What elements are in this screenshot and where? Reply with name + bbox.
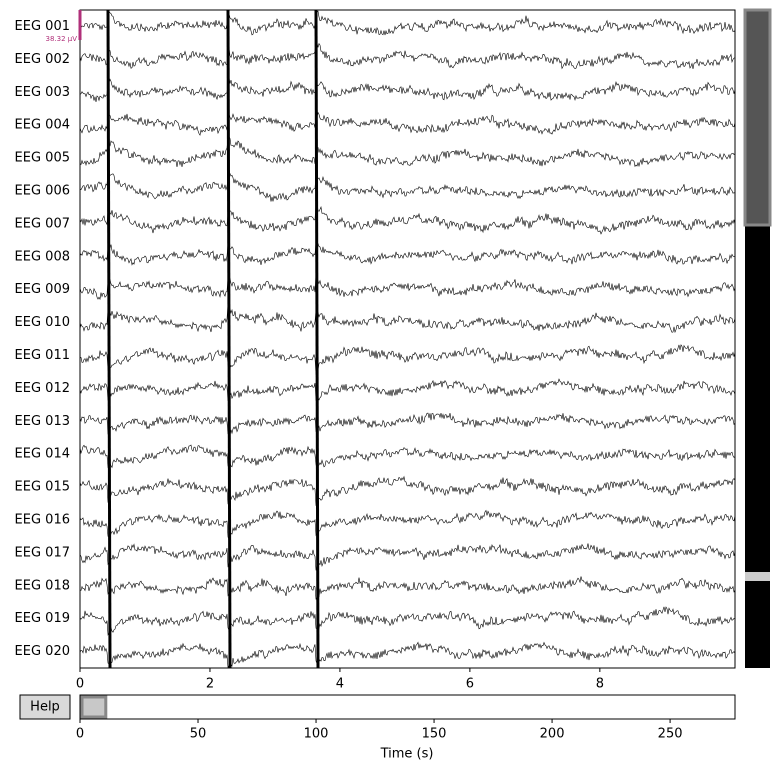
channel-label: EEG 004 [15,118,70,133]
channel-label: EEG 020 [15,644,70,659]
overview-tick-label: 200 [540,727,565,742]
channel-label: EEG 011 [15,348,70,363]
overview-tick-label: 0 [76,727,84,742]
x-tick-label: 4 [336,677,344,692]
eeg-trace [80,170,735,202]
artifact [106,10,112,668]
eeg-trace [80,444,735,471]
x-axis-label: Time (s) [380,747,434,762]
channel-label: EEG 019 [15,611,70,626]
eeg-trace [80,110,735,136]
scrollbar-marker [745,572,770,581]
artifact [314,10,320,668]
channel-label: EEG 007 [15,216,70,231]
eeg-trace [80,378,735,402]
channel-label: EEG 002 [15,52,70,67]
help-button-label[interactable]: Help [30,700,60,715]
overview-tick-label: 150 [422,727,447,742]
channel-label: EEG 014 [15,447,70,462]
traces [80,10,735,668]
eeg-trace [80,241,735,266]
help-button[interactable] [19,694,71,720]
channel-label: EEG 003 [15,85,70,100]
channel-label: EEG 008 [15,249,70,264]
channel-label: EEG 009 [15,282,70,297]
eeg-trace [80,509,735,540]
overview-tick-label: 50 [190,727,207,742]
channel-label: EEG 012 [15,381,70,396]
eeg-trace [80,136,735,168]
channel-label: EEG 005 [15,151,70,166]
channel-label: EEG 018 [15,578,70,593]
axes-frame [79,9,736,669]
x-tick-label: 6 [466,677,474,692]
eeg-trace [80,38,735,70]
channel-label: EEG 017 [15,545,70,560]
eeg-trace [80,201,735,235]
scrollbar-thumb[interactable] [743,8,772,227]
channel-label: EEG 010 [15,315,70,330]
x-tick-label: 2 [206,677,214,692]
eeg-trace [80,273,735,301]
overview-bar[interactable] [79,694,736,720]
eeg-trace [80,344,735,375]
eeg-trace [80,606,735,636]
artifact [226,10,232,668]
eeg-trace [80,475,735,506]
scale-label: 38.32 µV [45,35,77,43]
channel-label: EEG 015 [15,480,70,495]
eeg-trace [80,412,735,436]
eeg-trace [80,576,735,600]
channel-label: EEG 006 [15,183,70,198]
plot-area [80,10,735,668]
overview-window [80,695,108,719]
channel-label: EEG 001 [15,19,70,34]
channel-label: EEG 013 [15,414,70,429]
channel-label: EEG 016 [15,512,70,527]
x-tick-label: 8 [596,677,604,692]
overview-tick-label: 250 [658,727,683,742]
x-tick-label: 0 [76,677,84,692]
overview-tick-label: 100 [304,727,329,742]
eeg-trace [80,303,735,334]
eeg-trace [80,77,735,103]
eeg-trace [80,543,735,571]
eeg-trace [80,641,735,668]
eeg-trace [80,10,735,36]
